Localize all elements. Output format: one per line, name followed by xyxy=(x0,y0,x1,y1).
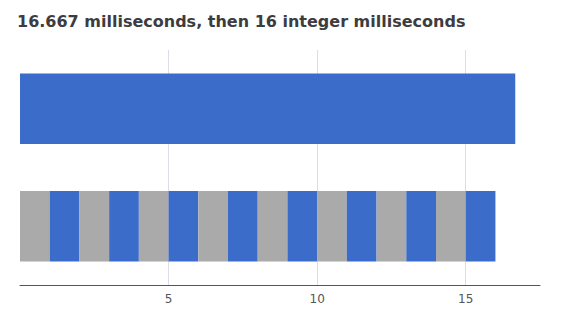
svg-text:10: 10 xyxy=(310,292,325,306)
svg-text:15: 15 xyxy=(458,292,473,306)
svg-text:16.667 milliseconds, then 16 i: 16.667 milliseconds, then 16 integer mil… xyxy=(17,12,465,31)
svg-text:5: 5 xyxy=(165,292,173,306)
